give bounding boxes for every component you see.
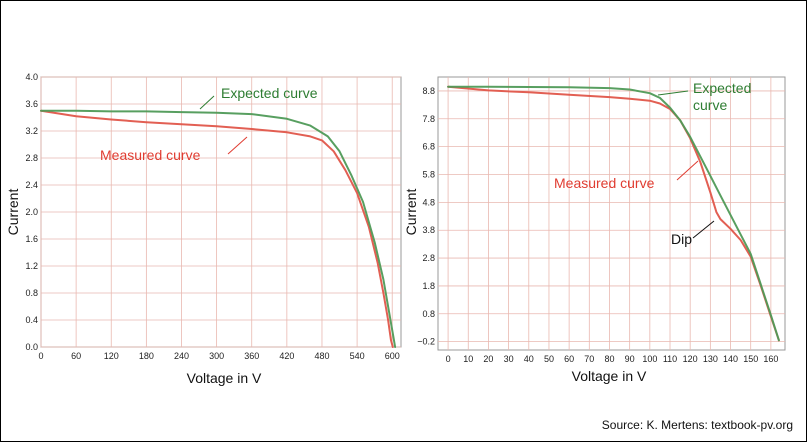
y-tick-label: 2.0 [25,207,38,217]
gridlines [40,76,401,348]
expected-curve-line [40,109,397,348]
x-tick-label: 600 [385,351,400,361]
x-axis-title: Voltage in V [187,370,262,386]
x-tick-label: 120 [683,354,698,364]
x-tick-label: 110 [663,354,677,364]
x-tick-label: 60 [564,354,574,364]
y-tick-label: 5.8 [422,170,435,180]
annotation-label: Measured curve [100,147,201,163]
x-tick-label: 300 [209,351,224,361]
y-tick-label: 1.6 [25,234,38,244]
y-tick-label: 0.4 [25,315,38,325]
annotation-leader-line [657,90,689,96]
y-tick-label: 6.8 [422,142,435,152]
x-tick-label: 360 [244,351,259,361]
x-tick-label: 130 [703,354,718,364]
annotation-leader-line [676,160,699,181]
x-tick-label: 150 [743,354,758,364]
annotation-leader-line [692,220,715,239]
x-tick-label: 0 [446,354,451,364]
annotation-label: Expected [693,80,751,96]
x-tick-label: 140 [723,354,738,364]
x-tick-label: 160 [763,354,778,364]
gridlines [438,77,785,350]
x-tick-label: 40 [524,354,534,364]
x-tick-label: 180 [139,351,154,361]
x-tick-label: 50 [544,354,554,364]
annotation-label: Measured curve [554,175,655,191]
x-axis-title: Voltage in V [572,368,647,384]
y-tick-label: 3.6 [25,99,38,109]
x-tick-label: 540 [350,351,365,361]
x-tick-label: 70 [584,354,594,364]
y-tick-label: 3.8 [422,225,435,235]
y-tick-label: 4.8 [422,197,435,207]
y-tick-label: 2.8 [25,153,38,163]
y-tick-label: 2.4 [25,180,38,190]
chart-1: 0 60 120 180 240 300 360 420 480 540 600 0.0 0.4 0.8 1… [5,72,402,386]
y-tick-label: 0.0 [25,342,38,352]
y-tick-label: −0.2 [417,337,435,347]
x-tick-label: 60 [71,351,81,361]
y-tick-label: 0.8 [422,309,435,319]
y-axis-title: Current [5,189,21,236]
x-tick-label: 30 [504,354,514,364]
y-tick-label: 2.8 [422,253,435,263]
expected-curve-line [447,85,780,342]
y-tick-label: 0.8 [25,288,38,298]
x-tick-label: 80 [604,354,614,364]
y-tick-label: 1.8 [422,281,435,291]
annotation-leader-line [199,95,215,110]
measured-curve-line [40,109,394,348]
x-tick-label: 90 [625,354,635,364]
x-tick-label: 420 [279,351,294,361]
chart-2: 0 10 20 30 40 50 60 70 80 90 100 110 120 130 140 150 160… [403,76,786,384]
x-tick-label: 120 [104,351,119,361]
y-axis-title: Current [403,189,419,236]
x-tick-label: 100 [642,354,657,364]
x-tick-label: 10 [463,354,473,364]
annotation-leader-line [227,136,248,155]
y-tick-label: 8.8 [422,86,435,96]
x-tick-label: 240 [174,351,189,361]
plot-area [437,76,786,351]
y-tick-label: 4.0 [25,72,38,82]
x-tick-label: 0 [38,351,43,361]
source-caption: Source: K. Mertens: textbook-pv.org [601,418,793,432]
y-tick-label: 7.8 [422,114,435,124]
annotation-label: curve [693,97,727,113]
y-tick-label: 1.2 [25,261,38,271]
y-tick-label: 3.2 [25,126,38,136]
x-tick-label: 20 [483,354,493,364]
x-tick-label: 480 [314,351,329,361]
annotation-label: Expected curve [221,85,318,101]
annotation-label: Dip [671,231,692,247]
